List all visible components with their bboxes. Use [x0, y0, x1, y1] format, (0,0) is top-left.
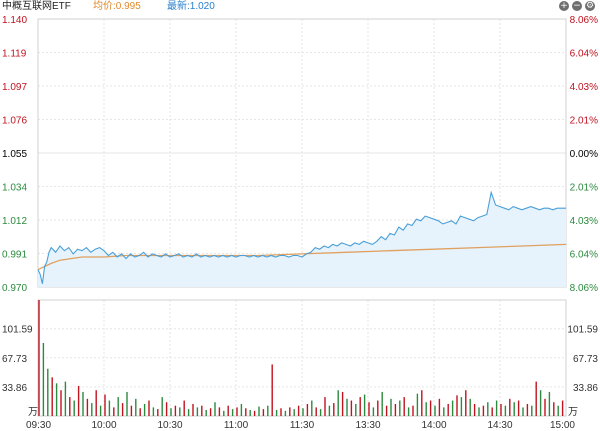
volume-tick-label: 101.59 [567, 325, 598, 336]
time-tick-label: 14:30 [487, 420, 512, 431]
time-tick-label: 14:00 [421, 420, 446, 431]
percent-tick-label: 8.06% [570, 283, 598, 294]
average-price-label: 均价:0.995 [93, 1, 141, 12]
time-tick-label: 10:00 [91, 420, 116, 431]
percent-tick-label: 8.06% [570, 15, 598, 26]
volume-unit-label: 万 [28, 407, 38, 418]
price-tick-label: 0.991 [2, 250, 27, 261]
price-tick-label: 1.119 [2, 49, 27, 60]
price-tick-label: 1.076 [2, 116, 27, 127]
zoom-in-icon[interactable]: + [559, 1, 569, 11]
price-line [37, 190, 566, 284]
instrument-name: 中概互联网ETF [2, 1, 71, 12]
price-tick-label: 1.140 [2, 15, 27, 26]
price-tick-label: 1.055 [2, 149, 27, 160]
percent-tick-label: 0.00% [570, 149, 598, 160]
percent-tick-label: 6.04% [570, 49, 598, 60]
latest-price-label: 最新:1.020 [167, 1, 215, 12]
time-tick-label: 10:30 [157, 420, 182, 431]
time-tick-label: 11:30 [290, 420, 315, 431]
percent-tick-label: 2.01% [570, 183, 598, 194]
zoom-out-icon[interactable]: − [572, 1, 582, 11]
volume-tick-label: 33.86 [573, 383, 598, 394]
volume-tick-label: 67.73 [573, 354, 598, 365]
price-tick-label: 1.034 [2, 183, 27, 194]
price-tick-label: 1.012 [2, 216, 27, 227]
percent-tick-label: 4.03% [570, 82, 598, 93]
volume-tick-label: 33.86 [2, 383, 27, 394]
volume-unit-label: 万 [568, 407, 578, 418]
volume-tick-label: 101.59 [2, 325, 33, 336]
time-tick-label: 11:00 [224, 420, 249, 431]
price-tick-label: 1.097 [2, 82, 27, 93]
volume-tick-label: 67.73 [2, 354, 27, 365]
percent-tick-label: 4.03% [570, 216, 598, 227]
price-area [38, 192, 566, 287]
time-tick-label: 13:30 [355, 420, 380, 431]
price-tick-label: 0.970 [2, 283, 27, 294]
percent-tick-label: 2.01% [570, 116, 598, 127]
chart-header: 中概互联网ETF 均价:0.995 最新:1.020 + − ⚙ [0, 0, 600, 13]
percent-tick-label: 6.04% [570, 250, 598, 261]
average-price-line [37, 243, 567, 271]
time-tick-label: 15:00 [550, 420, 575, 431]
time-tick-label: 09:30 [26, 420, 51, 431]
settings-icon[interactable]: ⚙ [585, 1, 595, 11]
